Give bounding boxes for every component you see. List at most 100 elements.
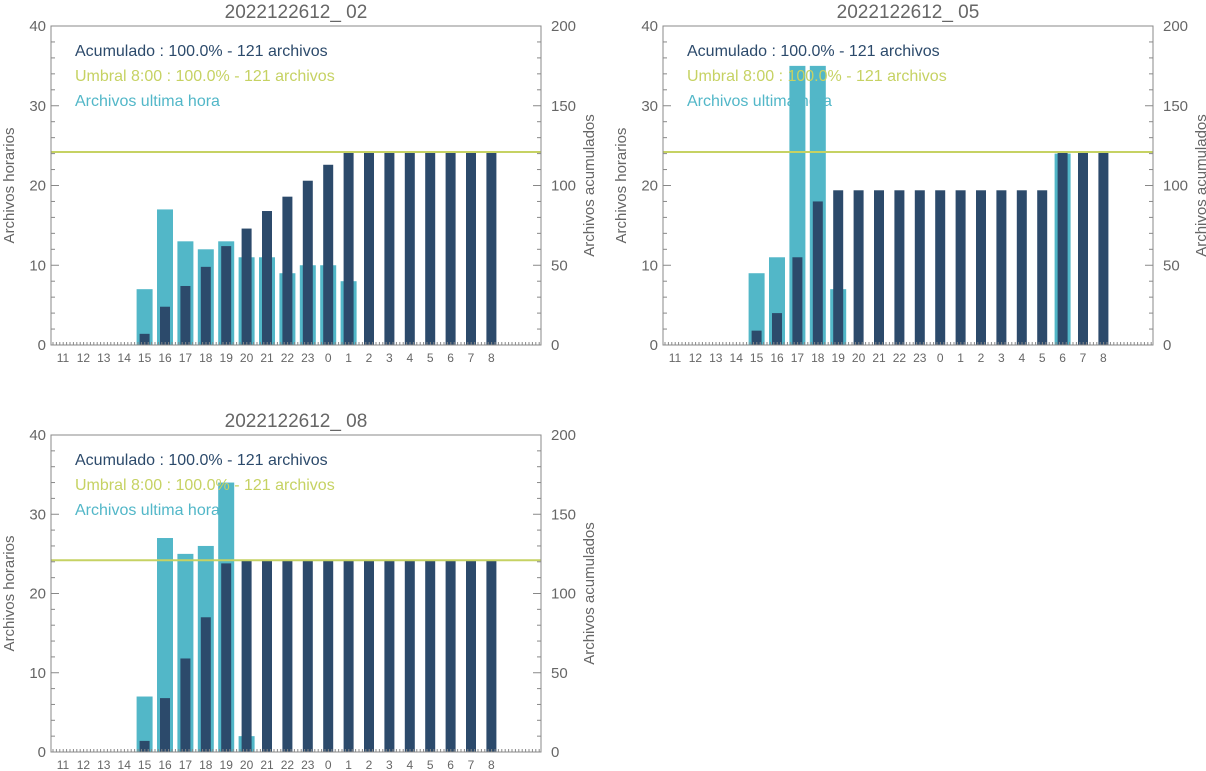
xtick-label: 12 — [77, 758, 91, 771]
xtick-label: 4 — [406, 758, 413, 771]
xtick-label: 3 — [998, 351, 1005, 365]
bar-accumulated — [262, 211, 272, 345]
legend-item: Archivos ultima hora — [687, 93, 832, 110]
bar-hourly — [748, 273, 765, 345]
ylabel-left: Archivos horarios — [1, 128, 18, 244]
xtick-label: 15 — [138, 758, 152, 771]
legend-item: Acumulado : 100.0% - 121 archivos — [687, 43, 940, 60]
xtick-label: 1 — [957, 351, 964, 365]
xtick-label: 14 — [118, 758, 132, 771]
ytick-left-label: 20 — [29, 586, 46, 603]
ytick-right-label: 50 — [1163, 257, 1180, 274]
xtick-label: 7 — [468, 351, 475, 365]
bar-accumulated — [1016, 190, 1027, 345]
ytick-right-label: 0 — [551, 744, 559, 761]
xtick-label: 7 — [1080, 351, 1087, 365]
xtick-label: 14 — [118, 351, 132, 365]
xtick-label: 3 — [386, 758, 393, 771]
bar-accumulated — [282, 196, 293, 345]
xtick-label: 23 — [301, 758, 315, 771]
xtick-label: 19 — [832, 351, 846, 365]
chart-title: 2022122612_ 02 — [225, 2, 368, 23]
bar-accumulated — [200, 617, 211, 752]
legend-item: Archivos ultima hora — [75, 502, 220, 519]
ytick-left-label: 30 — [29, 98, 46, 115]
ytick-right-label: 150 — [551, 98, 576, 115]
bar-accumulated — [241, 560, 252, 752]
xtick-label: 23 — [913, 351, 927, 365]
bar-accumulated — [241, 228, 252, 345]
bar-accumulated — [914, 190, 925, 345]
bar-accumulated — [833, 190, 844, 345]
xtick-label: 15 — [750, 351, 764, 365]
xtick-label: 18 — [199, 351, 213, 365]
ylabel-right: Archivos acumulados — [581, 114, 598, 257]
xtick-label: 18 — [811, 351, 825, 365]
xtick-label: 13 — [709, 351, 723, 365]
chart-title: 2022122612_ 08 — [225, 411, 368, 432]
xtick-label: 16 — [770, 351, 784, 365]
ytick-left-label: 20 — [29, 178, 46, 195]
bar-accumulated — [160, 698, 170, 752]
ytick-left-label: 0 — [38, 744, 46, 761]
xtick-label: 2 — [978, 351, 985, 365]
xtick-label: 18 — [199, 758, 213, 771]
bar-accumulated — [935, 190, 946, 345]
xtick-label: 7 — [468, 758, 475, 771]
xtick-label: 17 — [791, 351, 805, 365]
xtick-label: 17 — [179, 758, 193, 771]
xtick-label: 15 — [138, 351, 152, 365]
bar-accumulated — [323, 164, 334, 345]
xtick-label: 20 — [240, 351, 254, 365]
bar-accumulated — [139, 740, 150, 752]
bar-accumulated — [302, 180, 313, 345]
bar-accumulated — [404, 152, 415, 345]
xtick-label: 13 — [97, 351, 111, 365]
xtick-label: 11 — [57, 351, 70, 365]
bar-accumulated — [466, 560, 476, 752]
xtick-label: 13 — [97, 758, 111, 771]
ytick-left-label: 40 — [641, 18, 658, 35]
chart-title: 2022122612_ 05 — [837, 2, 980, 23]
xtick-label: 4 — [1018, 351, 1025, 365]
xtick-label: 22 — [893, 351, 907, 365]
bar-accumulated — [853, 190, 864, 345]
bar-accumulated — [323, 560, 334, 752]
xtick-label: 22 — [281, 351, 295, 365]
xtick-label: 23 — [301, 351, 315, 365]
bar-accumulated — [812, 201, 823, 345]
bar-accumulated — [425, 152, 436, 345]
xtick-label: 20 — [240, 758, 254, 771]
xtick-label: 11 — [669, 351, 682, 365]
xtick-label: 6 — [447, 758, 454, 771]
ytick-right-label: 100 — [551, 178, 576, 195]
ytick-right-label: 200 — [551, 427, 576, 444]
xtick-label: 3 — [386, 351, 393, 365]
bar-accumulated — [282, 560, 293, 752]
bar-accumulated — [139, 333, 150, 345]
xtick-label: 2 — [366, 758, 373, 771]
bar-accumulated — [874, 190, 884, 345]
xtick-label: 19 — [220, 758, 234, 771]
bar-hourly — [136, 696, 153, 752]
xtick-label: 16 — [158, 351, 172, 365]
xtick-label: 1 — [345, 351, 352, 365]
ytick-right-label: 200 — [551, 18, 576, 35]
xtick-label: 1 — [345, 758, 352, 771]
ylabel-left: Archivos horarios — [613, 128, 630, 244]
legend-item: Acumulado : 100.0% - 121 archivos — [75, 452, 328, 469]
ytick-right-label: 50 — [551, 665, 568, 682]
bar-accumulated — [384, 560, 395, 752]
bar-accumulated — [262, 560, 272, 752]
bar-accumulated — [160, 306, 170, 345]
bar-hourly — [136, 289, 153, 345]
xtick-label: 2 — [366, 351, 373, 365]
ylabel-left: Archivos horarios — [1, 536, 18, 652]
bar-accumulated — [404, 560, 415, 752]
bar-accumulated — [1057, 152, 1068, 345]
ytick-left-label: 30 — [641, 98, 658, 115]
